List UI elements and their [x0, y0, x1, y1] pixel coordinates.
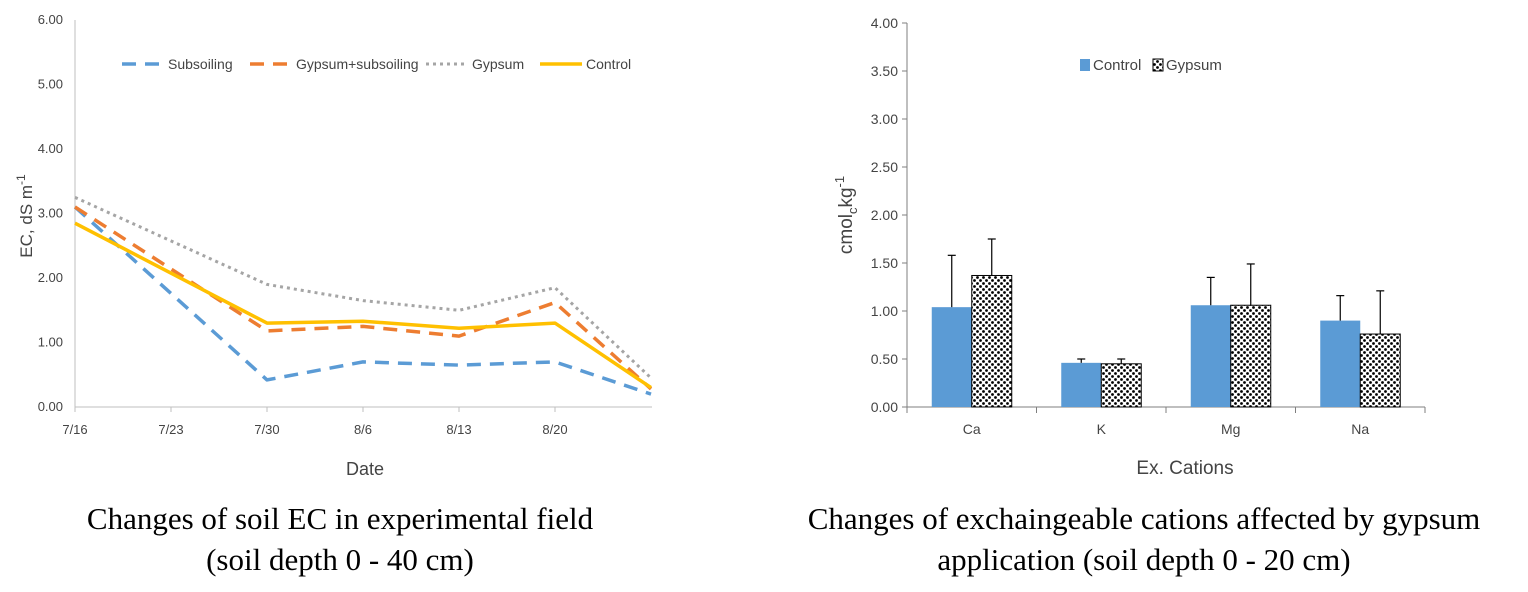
cations-legend: Control Gypsum: [1080, 57, 1222, 74]
ec-series-line-gypsum-subsoiling: [74, 205, 653, 391]
cations-bar-control-k: [1061, 362, 1102, 407]
ec-legend-label: Gypsum: [472, 56, 524, 72]
ec-legend: Subsoiling Gypsum+subsoiling Gypsum Control: [122, 56, 631, 72]
cations-y-tick-label: 3.00: [871, 111, 898, 127]
ec-legend-label: Subsoiling: [168, 56, 233, 72]
ec-y-axis-label: EC, dS m-1: [14, 174, 36, 258]
cations-legend-swatch: [1080, 59, 1090, 71]
cations-y-tick-labels: 0.00 0.50 1.00 1.50 2.00 2.50 3.00 3.50 4.00: [871, 15, 898, 415]
cations-y-tick-label: 4.00: [871, 15, 898, 31]
cations-bar-gypsum-mg: [1230, 304, 1272, 408]
cations-bar-gypsum-na: [1359, 333, 1401, 408]
cations-x-axis-label: Ex. Cations: [1136, 458, 1233, 479]
cations-x-tick-label: Mg: [1221, 421, 1240, 437]
cations-y-tick-label: 1.50: [871, 255, 898, 271]
cations-y-tick-label: 0.00: [871, 399, 898, 415]
ec-series-lines: [73, 196, 653, 396]
ec-y-tick-label: 0.00: [38, 399, 63, 414]
cations-caption-line-1: Changes of exchaingeable cations affecte…: [807, 501, 1481, 536]
ec-caption-line-2: (soil depth 0 - 40 cm): [206, 542, 474, 577]
cations-bar-gypsum-ca: [971, 274, 1013, 408]
cations-x-tick-labels: Ca K Mg Na: [963, 421, 1370, 437]
cations-bar-control-na: [1320, 320, 1361, 407]
cations-y-tick-label: 2.50: [871, 159, 898, 175]
ec-series-line-control: [74, 221, 652, 390]
cations-error-bars: [947, 238, 1385, 364]
ec-x-tick-label: 8/20: [542, 422, 567, 437]
ec-x-axis-label: Date: [346, 459, 384, 479]
ec-y-tick-label: 3.00: [38, 206, 63, 221]
cations-chart-caption: Changes of exchaingeable cations affecte…: [760, 498, 1528, 580]
ec-series-line-subsoiling: [73, 205, 652, 396]
ec-legend-label: Control: [586, 56, 631, 72]
cations-legend-label: Control: [1093, 57, 1141, 74]
ec-caption-line-1: Changes of soil EC in experimental field: [86, 501, 594, 536]
ec-series-line-gypsum: [74, 196, 653, 380]
ec-y-tick-label: 1.00: [38, 335, 63, 350]
cations-y-tick-label: 2.00: [871, 207, 898, 223]
cations-bar-control-mg: [1190, 305, 1231, 407]
ec-y-tick-label: 4.00: [38, 141, 63, 156]
ec-y-tick-label: 5.00: [38, 77, 63, 92]
cations-legend-label: Gypsum: [1166, 57, 1222, 74]
ec-y-tick-label: 6.00: [38, 12, 63, 27]
ec-line-chart: 0.00 1.00 2.00 3.00 4.00 5.00 6.00 7/16 7/23 7/3…: [14, 12, 653, 479]
ec-legend-label: Gypsum+subsoiling: [296, 56, 419, 72]
cations-bar-chart: 0.00 0.50 1.00 1.50 2.00 2.50 3.00 3.50 4.00 Ca K…: [832, 15, 1426, 479]
ec-x-tick-labels: 7/16 7/23 7/30 8/6 8/13 8/20: [62, 422, 567, 437]
cations-legend-swatch: [1152, 58, 1164, 72]
ec-x-tick-label: 8/13: [446, 422, 471, 437]
ec-y-tick-label: 2.00: [38, 270, 63, 285]
cations-y-tick-label: 3.50: [871, 63, 898, 79]
cations-x-tick-label: Na: [1351, 421, 1369, 437]
cations-caption-line-2: application (soil depth 0 - 20 cm): [937, 542, 1351, 577]
ec-axes: [74, 20, 652, 412]
cations-y-axis-label: cmolckg-1: [832, 176, 860, 254]
ec-x-tick-label: 7/23: [158, 422, 183, 437]
ec-chart-caption: Changes of soil EC in experimental field…: [20, 498, 660, 580]
cations-x-tick-label: K: [1097, 421, 1107, 437]
cations-bar-gypsum-k: [1100, 363, 1142, 408]
cations-bars: [931, 274, 1401, 408]
cations-bar-control-ca: [931, 307, 972, 407]
cations-y-tick-label: 1.00: [871, 303, 898, 319]
cations-x-tick-label: Ca: [963, 421, 981, 437]
cations-y-tick-label: 0.50: [871, 351, 898, 367]
ec-x-tick-label: 7/16: [62, 422, 87, 437]
ec-y-tick-labels: 0.00 1.00 2.00 3.00 4.00 5.00 6.00: [38, 12, 63, 414]
ec-x-tick-label: 7/30: [254, 422, 279, 437]
ec-x-tick-label: 8/6: [354, 422, 372, 437]
